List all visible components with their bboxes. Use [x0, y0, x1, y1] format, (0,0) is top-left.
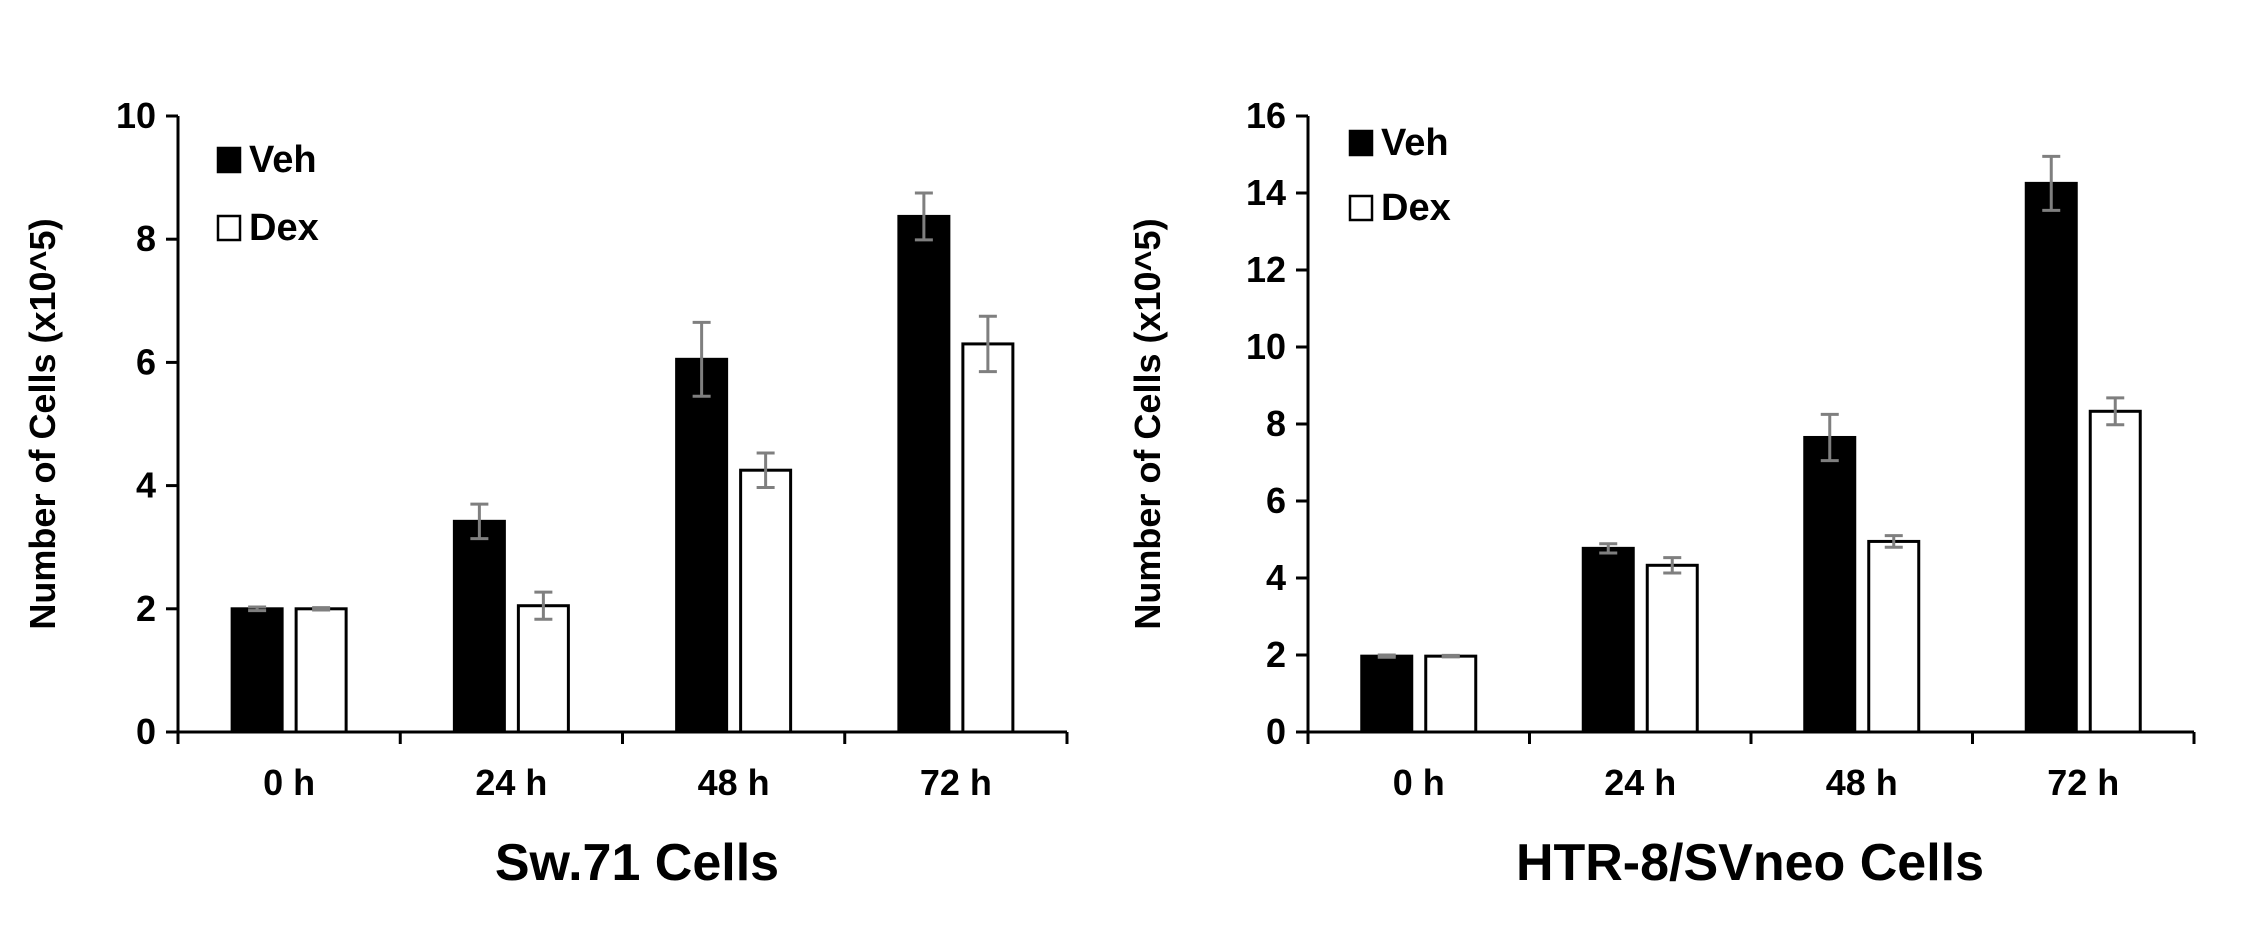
legend-label-dex: Dex	[1381, 187, 1451, 229]
bar-veh-0h	[1360, 654, 1414, 734]
bar-veh-24h	[1581, 546, 1635, 734]
y-tick-label: 4	[1266, 557, 1286, 598]
chart-title: HTR-8/SVneo Cells	[1516, 834, 1984, 892]
chart-panel-1: 0 2 4 6 8 10 0 h 24 h 48 h 72 h Number of Cells (x…	[22, 95, 1069, 892]
legend-label-veh: Veh	[1381, 122, 1449, 164]
chart-panel-2: 0 2 4 6 8 10 12 14 16 0 h 24 h 48 h 72 h Number of Ce…	[1127, 95, 2196, 892]
y-tick-label: 16	[1246, 95, 1286, 136]
y-tick-label: 12	[1246, 249, 1286, 290]
bar-dex-48h	[739, 468, 793, 734]
y-tick-label: 14	[1246, 172, 1286, 213]
legend-swatch-veh	[216, 146, 242, 174]
bar-veh-0h	[230, 607, 284, 734]
legend-label-dex: Dex	[249, 207, 319, 249]
legend-label-veh: Veh	[249, 139, 317, 181]
legend-swatch-dex	[216, 214, 242, 242]
bar-veh-48h	[1803, 435, 1857, 734]
legend-swatch-dex	[1348, 194, 1374, 222]
y-tick-label: 2	[136, 588, 156, 629]
y-tick-label: 4	[136, 465, 156, 506]
x-tick-label: 72 h	[920, 762, 992, 803]
y-tick-label: 10	[116, 95, 156, 136]
y-tick-label: 6	[136, 341, 156, 382]
bar-veh-72h	[897, 214, 951, 734]
bar-dex-24h	[516, 604, 570, 734]
y-axis-label: Number of Cells (x10^5)	[1127, 218, 1168, 629]
bar-dex-0h	[1424, 654, 1478, 734]
bar-dex-0h	[294, 607, 348, 734]
y-tick-label: 8	[136, 218, 156, 259]
y-tick-label: 0	[136, 711, 156, 752]
y-tick-label: 0	[1266, 711, 1286, 752]
bar-veh-48h	[675, 357, 729, 734]
x-tick-label: 48 h	[1826, 762, 1898, 803]
x-tick-label: 0 h	[263, 762, 315, 803]
y-tick-label: 8	[1266, 403, 1286, 444]
y-axis-label: Number of Cells (x10^5)	[22, 218, 63, 629]
bar-veh-72h	[2024, 181, 2078, 734]
x-tick-label: 72 h	[2047, 762, 2119, 803]
legend-swatch-veh	[1348, 129, 1374, 157]
bar-dex-72h	[961, 342, 1015, 734]
y-tick-label: 6	[1266, 480, 1286, 521]
x-tick-label: 24 h	[1604, 762, 1676, 803]
y-tick-label: 10	[1246, 326, 1286, 367]
chart-title: Sw.71 Cells	[495, 834, 779, 892]
x-tick-label: 24 h	[475, 762, 547, 803]
bar-dex-72h	[2088, 409, 2142, 734]
y-tick-label: 2	[1266, 634, 1286, 675]
x-tick-label: 0 h	[1393, 762, 1445, 803]
bar-dex-24h	[1645, 563, 1699, 734]
x-tick-label: 48 h	[698, 762, 770, 803]
bar-veh-24h	[452, 519, 506, 734]
bar-dex-48h	[1867, 539, 1921, 734]
